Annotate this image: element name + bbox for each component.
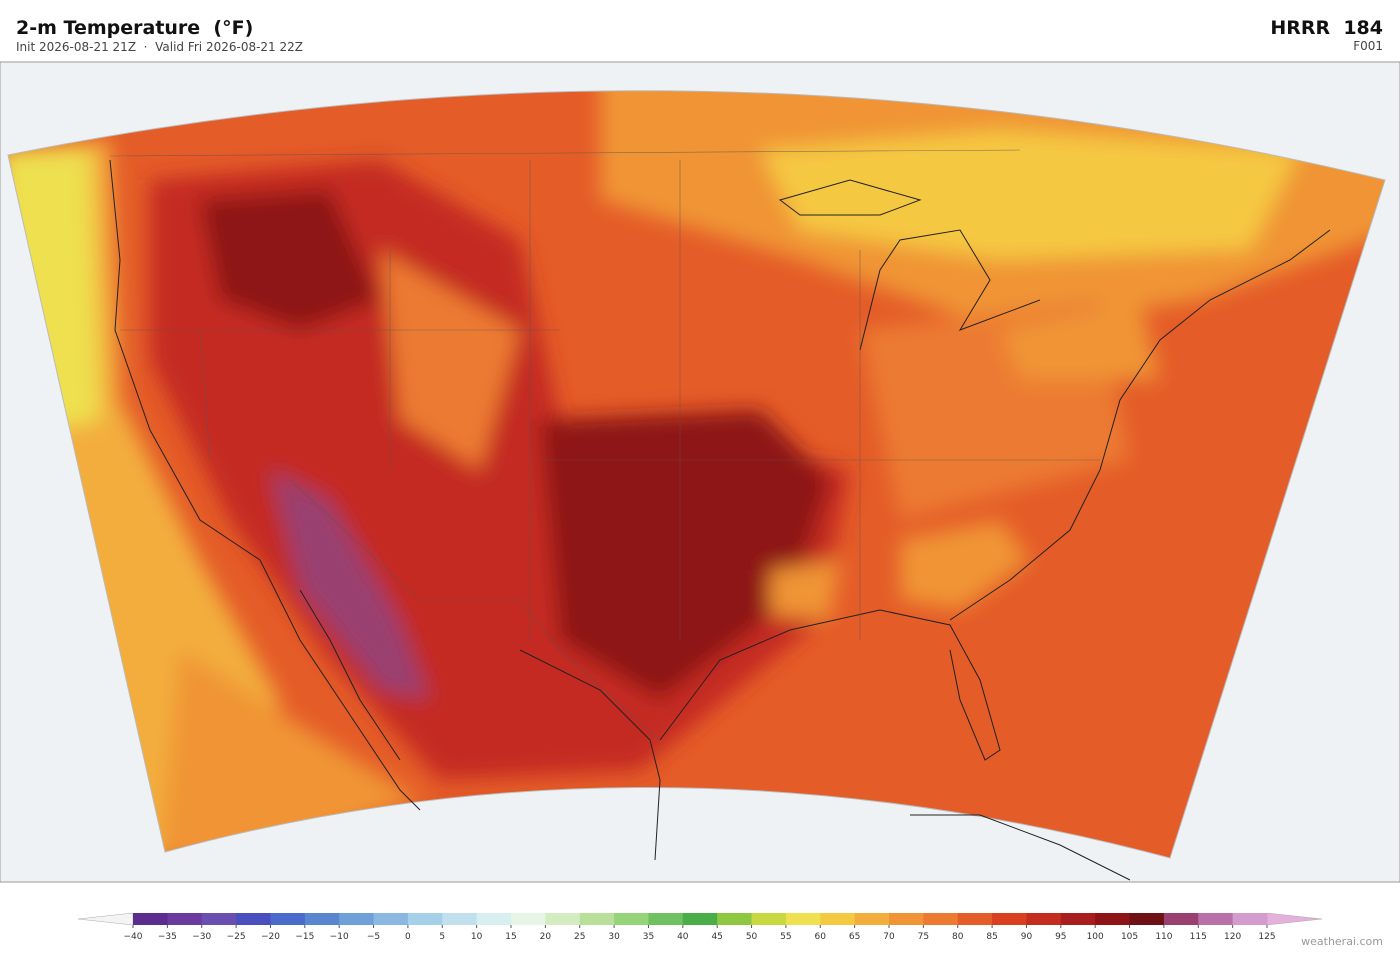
colorbar-tick-label: 125 xyxy=(1258,932,1275,942)
colorbar-bin xyxy=(820,913,856,925)
colorbar-bin xyxy=(476,913,512,925)
colorbar-bin xyxy=(1163,913,1199,925)
colorbar-tick-label: 70 xyxy=(883,932,895,942)
colorbar-over xyxy=(1266,912,1323,926)
colorbar-bin xyxy=(648,913,684,925)
colorbar-bin xyxy=(442,913,478,925)
colorbar-tick-label: 30 xyxy=(608,932,620,942)
colorbar-bin xyxy=(1232,913,1268,925)
temperature-field xyxy=(8,90,1385,858)
colorbar-tick-label: 55 xyxy=(780,932,791,942)
colorbar-bin xyxy=(511,913,546,925)
borders xyxy=(109,149,1100,741)
colorbar-bin xyxy=(133,913,168,925)
colorbar-tick-label: 90 xyxy=(1021,932,1033,942)
colorbar-tick-label: 80 xyxy=(952,932,964,942)
colorbar-tick-label: 110 xyxy=(1155,932,1172,942)
colorbar-bin xyxy=(304,913,340,925)
colorbar-bin xyxy=(373,913,409,925)
subtitle: Init 2026-08-21 21Z · Valid Fri 2026-08-… xyxy=(16,40,303,54)
colorbar-tick-label: 5 xyxy=(439,932,445,942)
colorbar-bin xyxy=(854,913,890,925)
forecast-hour: F001 xyxy=(1353,39,1383,53)
colorbar-bin xyxy=(1198,913,1234,925)
colorbar-tick-label: −25 xyxy=(227,932,246,942)
colorbar-tick-label: 60 xyxy=(815,932,827,942)
model: HRRR 184 xyxy=(1270,17,1383,39)
colorbar-bin xyxy=(1026,913,1062,925)
colorbar-tick-label: 65 xyxy=(849,932,860,942)
watermark: weatherai.com xyxy=(1301,935,1383,948)
colorbar-tick-label: 40 xyxy=(677,932,689,942)
colorbar-bin xyxy=(1095,913,1131,925)
domain-outline xyxy=(7,90,1386,859)
colorbar-tick-label: 120 xyxy=(1224,932,1241,942)
colorbar-bin xyxy=(717,913,753,925)
colorbar-tick-label: 100 xyxy=(1087,932,1104,942)
colorbar-bin xyxy=(1129,913,1165,925)
colorbar-bin xyxy=(682,913,718,925)
colorbar-bin xyxy=(614,913,649,925)
colorbar-bin xyxy=(579,913,615,925)
colorbar-tick-label: 95 xyxy=(1055,932,1066,942)
colorbar-bin xyxy=(992,913,1027,925)
map xyxy=(0,61,1400,883)
colorbar-tick-label: 115 xyxy=(1190,932,1207,942)
coastlines xyxy=(109,159,1331,881)
colorbar-tick-label: 50 xyxy=(746,932,758,942)
colorbar-tick-label: 20 xyxy=(540,932,552,942)
colorbar-tick-label: −20 xyxy=(261,932,280,942)
colorbar-tick-label: 10 xyxy=(471,932,483,942)
colorbar-tick-label: 15 xyxy=(505,932,516,942)
colorbar-bin xyxy=(201,913,237,925)
colorbar-bin xyxy=(1060,913,1096,925)
colorbar-tick-label: −15 xyxy=(295,932,314,942)
colorbar-bin xyxy=(270,913,306,925)
colorbar-tick-label: −40 xyxy=(124,932,143,942)
colorbar-bin xyxy=(957,913,993,925)
colorbar-bin xyxy=(236,913,271,925)
colorbar-tick-label: 45 xyxy=(711,932,722,942)
colorbar-bin xyxy=(923,913,959,925)
colorbar-bin xyxy=(545,913,581,925)
colorbar-tick-label: 0 xyxy=(405,932,411,942)
colorbar: −40 −35 −30 −25 −20 −15 −10 −5 0 5 10 15 20 25 30 35 40 4… xyxy=(77,912,1323,942)
colorbar-tick-label: −5 xyxy=(367,932,380,942)
colorbar-bin xyxy=(785,913,821,925)
colorbar-bin xyxy=(751,913,787,925)
title: 2-m Temperature (°F) xyxy=(16,17,253,39)
colorbar-bin xyxy=(167,913,203,925)
colorbar-tick-label: −30 xyxy=(192,932,211,942)
colorbar-tick-label: −10 xyxy=(330,932,349,942)
colorbar-bin xyxy=(339,913,375,925)
colorbar-tick-label: −35 xyxy=(158,932,177,942)
colorbar-under xyxy=(77,912,134,926)
colorbar-tick-label: 85 xyxy=(986,932,997,942)
colorbar-tick-label: 35 xyxy=(643,932,654,942)
colorbar-bin xyxy=(407,913,443,925)
colorbar-tick-label: 105 xyxy=(1121,932,1138,942)
colorbar-bin xyxy=(889,913,924,925)
colorbar-tick-label: 25 xyxy=(574,932,585,942)
colorbar-tick-label: 75 xyxy=(918,932,929,942)
